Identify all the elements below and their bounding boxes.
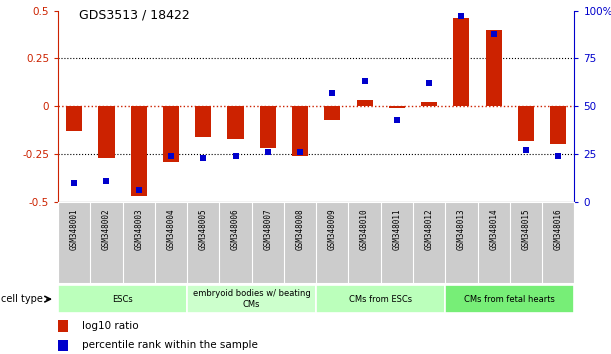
Point bbox=[166, 153, 176, 159]
Point bbox=[554, 153, 563, 159]
Bar bbox=[227, 106, 244, 139]
Bar bbox=[58, 320, 68, 332]
Text: GSM348001: GSM348001 bbox=[70, 208, 79, 250]
Point bbox=[360, 79, 370, 84]
Text: log10 ratio: log10 ratio bbox=[82, 321, 139, 331]
Text: GSM348010: GSM348010 bbox=[360, 208, 369, 250]
Text: GSM348002: GSM348002 bbox=[102, 208, 111, 250]
Bar bbox=[131, 106, 147, 196]
Text: cell type: cell type bbox=[1, 294, 43, 304]
Point bbox=[199, 155, 208, 161]
Text: percentile rank within the sample: percentile rank within the sample bbox=[82, 341, 258, 350]
Bar bbox=[195, 106, 211, 137]
Text: embryoid bodies w/ beating
CMs: embryoid bodies w/ beating CMs bbox=[193, 290, 310, 309]
Bar bbox=[187, 285, 316, 314]
Text: GSM348008: GSM348008 bbox=[296, 208, 304, 250]
Bar bbox=[66, 106, 82, 131]
Bar bbox=[292, 106, 308, 156]
Point bbox=[295, 149, 305, 155]
Text: GSM348014: GSM348014 bbox=[489, 208, 498, 250]
Text: CMs from fetal hearts: CMs from fetal hearts bbox=[464, 295, 555, 304]
Bar bbox=[453, 18, 469, 106]
Text: GSM348011: GSM348011 bbox=[392, 208, 401, 250]
Bar bbox=[58, 339, 68, 351]
Point bbox=[424, 80, 434, 86]
Point bbox=[69, 180, 79, 185]
Point bbox=[489, 31, 499, 36]
Text: GSM348004: GSM348004 bbox=[166, 208, 175, 250]
Bar bbox=[316, 285, 445, 314]
Text: GSM348015: GSM348015 bbox=[521, 208, 530, 250]
Point bbox=[327, 90, 337, 96]
Bar bbox=[550, 106, 566, 144]
Bar bbox=[445, 285, 574, 314]
Text: GSM348012: GSM348012 bbox=[425, 208, 434, 250]
Text: GSM348005: GSM348005 bbox=[199, 208, 208, 250]
Text: GSM348009: GSM348009 bbox=[328, 208, 337, 250]
Bar bbox=[486, 30, 502, 106]
Point bbox=[101, 178, 111, 184]
Text: GSM348013: GSM348013 bbox=[457, 208, 466, 250]
Bar bbox=[98, 106, 114, 158]
Text: GSM348007: GSM348007 bbox=[263, 208, 273, 250]
Bar bbox=[260, 106, 276, 148]
Text: GDS3513 / 18422: GDS3513 / 18422 bbox=[79, 9, 190, 22]
Bar bbox=[421, 102, 437, 106]
Point bbox=[392, 117, 402, 122]
Text: GSM348016: GSM348016 bbox=[554, 208, 563, 250]
Text: GSM348006: GSM348006 bbox=[231, 208, 240, 250]
Text: CMs from ESCs: CMs from ESCs bbox=[349, 295, 412, 304]
Point bbox=[456, 13, 466, 19]
Point bbox=[230, 153, 240, 159]
Bar bbox=[357, 101, 373, 106]
Text: ESCs: ESCs bbox=[112, 295, 133, 304]
Bar bbox=[389, 106, 405, 108]
Bar bbox=[324, 106, 340, 120]
Bar bbox=[58, 285, 187, 314]
Point bbox=[521, 147, 531, 153]
Bar bbox=[163, 106, 179, 162]
Text: GSM348003: GSM348003 bbox=[134, 208, 143, 250]
Point bbox=[134, 188, 144, 193]
Point bbox=[263, 149, 273, 155]
Bar bbox=[518, 106, 534, 141]
